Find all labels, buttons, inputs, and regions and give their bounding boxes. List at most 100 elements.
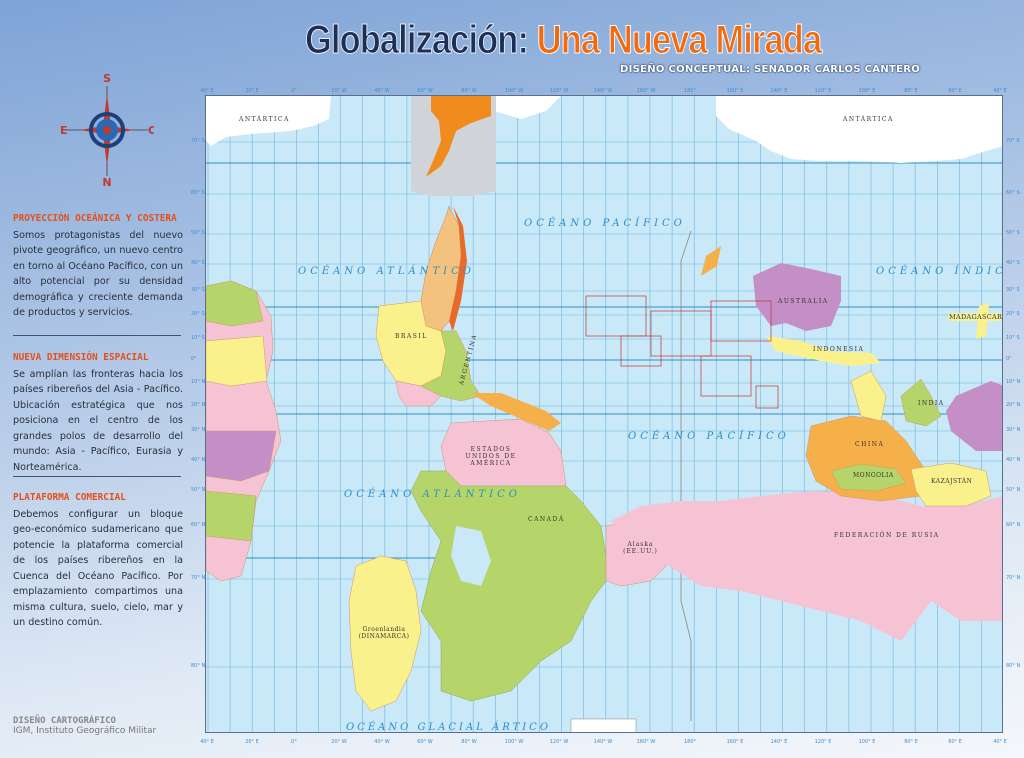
longitude-label: 120° W bbox=[549, 88, 569, 94]
label-australia: AUSTRALIA bbox=[778, 298, 829, 305]
longitude-label: 80° W bbox=[461, 739, 477, 745]
label-usa: ESTADOS UNIDOS DE AMÉRICA bbox=[465, 446, 517, 467]
latitude-label: 40° S bbox=[191, 260, 205, 266]
latitude-label: 30° S bbox=[191, 287, 205, 293]
label-rusia: FEDERACIÓN DE RUSIA bbox=[834, 532, 940, 539]
longitude-label: 20° E bbox=[245, 88, 259, 94]
section-heading: PLATAFORMA COMERCIAL bbox=[13, 492, 126, 503]
latitude-label: 60° S bbox=[191, 190, 205, 196]
label-ocean-pacific-south: OCÉANO PACÍFICO bbox=[524, 218, 686, 229]
greenland bbox=[348, 555, 422, 712]
longitude-label: 160° W bbox=[636, 739, 656, 745]
latitude-label: 70° N bbox=[191, 575, 206, 581]
canada bbox=[410, 470, 607, 702]
pacific-island-zones bbox=[585, 295, 779, 409]
madagascar bbox=[976, 303, 989, 339]
latitude-label: 0° bbox=[191, 356, 197, 362]
latitude-label: 70° S bbox=[191, 138, 205, 144]
world-map[interactable]: ANTÁRTICA ANTÁRTICA BRASIL ARGENTINA EST… bbox=[205, 95, 1003, 733]
middle-east bbox=[946, 381, 1002, 451]
africa-sahel bbox=[206, 490, 257, 542]
label-canada: CANADÁ bbox=[528, 516, 565, 523]
latitude-label: 20° S bbox=[1006, 311, 1020, 317]
longitude-label: 20° W bbox=[331, 739, 347, 745]
label-alaska: Alaska (EE.UU.) bbox=[623, 541, 658, 555]
latitude-label: 10° N bbox=[1006, 379, 1021, 385]
latitude-label: 70° N bbox=[1006, 575, 1021, 581]
latitude-label: 50° S bbox=[1006, 230, 1020, 236]
africa-north bbox=[206, 430, 277, 482]
longitude-label: 60° W bbox=[417, 739, 433, 745]
hudson-bay bbox=[451, 526, 491, 586]
longitude-label: 100° E bbox=[858, 88, 876, 94]
section-heading: PROYECCIÓN OCEÁNICA Y COSTERA bbox=[13, 213, 177, 224]
longitude-label: 40° E bbox=[200, 739, 214, 745]
longitude-label: 180° bbox=[683, 88, 697, 94]
longitude-label: 40° E bbox=[993, 739, 1007, 745]
section-text: Se amplían las fronteras hacia los paíse… bbox=[13, 368, 183, 473]
longitude-label: 100° W bbox=[504, 88, 524, 94]
longitude-label: 40° E bbox=[200, 88, 214, 94]
credits-text: IGM, Instituto Geográfico Militar bbox=[13, 726, 157, 736]
antarctica-west bbox=[206, 96, 331, 146]
indonesia bbox=[766, 336, 881, 366]
page-title: Globalización: Una Nueva Mirada bbox=[305, 18, 823, 63]
credits: DISEÑO CARTOGRÁFICO IGM, Instituto Geogr… bbox=[13, 716, 156, 736]
compass-rose-icon: S N E O bbox=[60, 72, 154, 188]
label-china: CHINA bbox=[855, 441, 885, 448]
compass-top-label: S bbox=[103, 72, 111, 85]
label-madagascar: MADAGASCAR bbox=[948, 313, 1003, 321]
date-line bbox=[680, 230, 692, 721]
divider bbox=[13, 476, 181, 477]
mongolia bbox=[830, 463, 907, 492]
longitude-label: 180° bbox=[683, 739, 697, 745]
section-text: Debemos configurar un bloque geo-económi… bbox=[13, 508, 183, 629]
andean-countries bbox=[420, 330, 482, 402]
longitude-label: 0° bbox=[291, 739, 297, 745]
latitude-label: 30° N bbox=[191, 427, 206, 433]
compass-left-label: E bbox=[60, 124, 68, 137]
latitude-label: 10° S bbox=[191, 335, 205, 341]
longitude-label: 80° E bbox=[904, 88, 918, 94]
section-oceanic-projection: PROYECCIÓN OCEÁNICA Y COSTERA Somos prot… bbox=[13, 211, 183, 321]
longitude-label: 20° E bbox=[245, 739, 259, 745]
latitude-label: 30° S bbox=[1006, 287, 1020, 293]
subtitle: DISEÑO CONCEPTUAL: SENADOR CARLOS CANTER… bbox=[620, 64, 921, 75]
longitude-label: 100° W bbox=[504, 739, 524, 745]
label-ocean-pacific-north: OCÉANO PACÍFICO bbox=[628, 431, 790, 442]
longitude-label: 0° bbox=[291, 88, 297, 94]
divider bbox=[13, 335, 181, 336]
kazakhstan bbox=[910, 462, 992, 507]
latitude-label: 10° N bbox=[191, 379, 206, 385]
longitude-label: 140° W bbox=[593, 88, 613, 94]
longitude-label: 140° E bbox=[770, 739, 788, 745]
longitude-label: 140° E bbox=[770, 88, 788, 94]
longitude-label: 80° E bbox=[904, 739, 918, 745]
longitude-label: 140° W bbox=[593, 739, 613, 745]
longitude-label: 160° W bbox=[636, 88, 656, 94]
latitude-label: 80° N bbox=[191, 663, 206, 669]
northern-south-america bbox=[395, 380, 442, 407]
longitude-label: 40° E bbox=[993, 88, 1007, 94]
longitude-label: 160° E bbox=[726, 88, 744, 94]
label-kazajstan: KAZAJSTÁN bbox=[931, 478, 973, 485]
label-mongolia: MONGOLIA bbox=[853, 472, 894, 479]
latitude-label: 60° N bbox=[191, 522, 206, 528]
section-text: Somos protagonistas del nuevo pivote geo… bbox=[13, 229, 183, 319]
longitude-label: 120° W bbox=[549, 739, 569, 745]
longitude-label: 60° E bbox=[948, 739, 962, 745]
latitude-label: 60° N bbox=[1006, 522, 1021, 528]
label-ocean-arctic: OCÉANO GLACIAL ÁRTICO bbox=[346, 722, 552, 733]
latitude-label: 0° bbox=[1006, 356, 1012, 362]
latitude-label: 50° N bbox=[1006, 487, 1021, 493]
india bbox=[900, 378, 942, 427]
latitude-label: 10° S bbox=[1006, 335, 1020, 341]
label-brasil: BRASIL bbox=[395, 333, 428, 340]
longitude-label: 100° E bbox=[858, 739, 876, 745]
label-ocean-atlantic-south: OCÉANO ATLÁNTICO bbox=[298, 266, 475, 277]
title-main: Globalización: bbox=[305, 18, 530, 63]
latitude-label: 40° S bbox=[1006, 260, 1020, 266]
australia bbox=[753, 263, 841, 331]
new-zealand bbox=[701, 246, 721, 276]
latitude-label: 30° N bbox=[1006, 427, 1021, 433]
